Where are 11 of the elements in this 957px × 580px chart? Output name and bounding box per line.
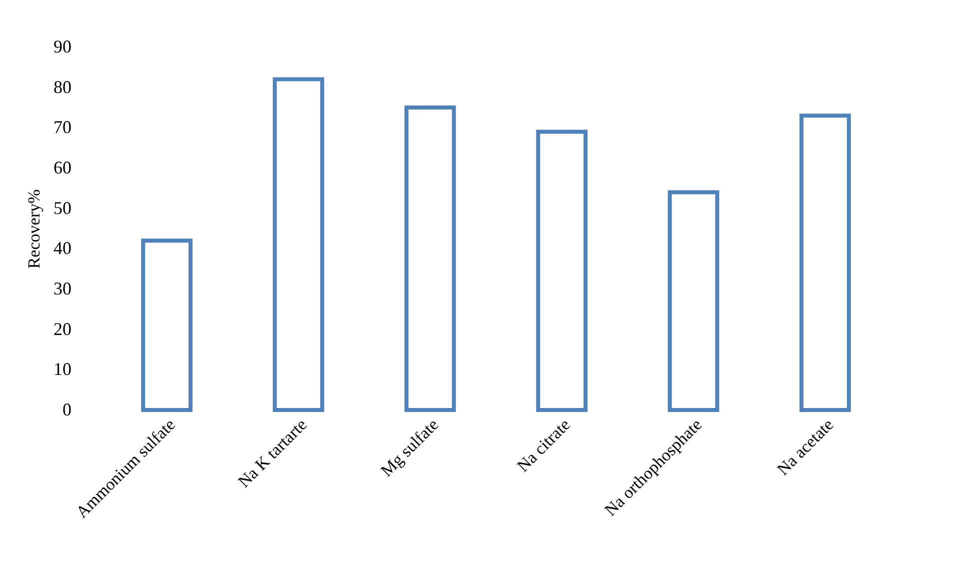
y-tick-label: 20: [54, 318, 72, 339]
y-axis-title: Recovery%: [24, 189, 44, 269]
y-tick-label: 70: [54, 117, 72, 138]
y-tick-label: 50: [54, 198, 72, 218]
y-tick-label: 60: [54, 158, 72, 178]
y-tick-label: 90: [54, 36, 72, 56]
y-tick-label: 10: [54, 359, 72, 380]
y-tick-label: 40: [54, 238, 72, 258]
y-tick-label: 80: [54, 76, 72, 97]
y-tick-label: 30: [54, 278, 72, 298]
y-tick-label: 0: [62, 400, 72, 420]
